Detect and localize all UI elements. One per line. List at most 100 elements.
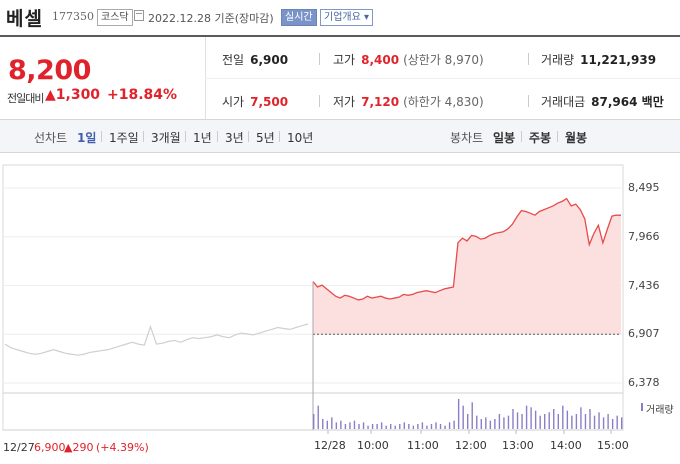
tab-3year[interactable]: 3년 bbox=[225, 131, 244, 145]
volume-bar bbox=[494, 419, 496, 429]
volume-bar bbox=[390, 424, 392, 429]
volume-bar bbox=[534, 410, 537, 429]
company-overview-dropdown[interactable]: 기업개요 ▾ bbox=[320, 9, 373, 26]
calendar-icon bbox=[134, 10, 144, 21]
volume-bar bbox=[489, 420, 492, 429]
tab-separator bbox=[101, 131, 102, 142]
volume-bar bbox=[317, 405, 319, 429]
volume-bar bbox=[353, 420, 356, 429]
volume-bar bbox=[557, 414, 559, 429]
volume-bar bbox=[476, 415, 478, 429]
volume-bar bbox=[335, 422, 338, 429]
volume-bar bbox=[412, 425, 415, 429]
volume-bar bbox=[462, 405, 464, 429]
volume-bar bbox=[575, 414, 578, 429]
volume-bar bbox=[521, 414, 523, 429]
volume-bar bbox=[498, 414, 501, 429]
market-badge: 코스닥 bbox=[97, 9, 133, 26]
tab-monthly[interactable]: 월봉 bbox=[565, 131, 588, 145]
y-tick-label: 7,966 bbox=[628, 229, 660, 243]
realtime-button[interactable]: 실시간 bbox=[281, 9, 317, 26]
line-chart-label: 선차트 bbox=[34, 131, 68, 145]
stat-volume: 거래량 11,221,939 bbox=[541, 51, 656, 68]
stat-separator bbox=[319, 95, 320, 107]
volume-bar bbox=[516, 412, 519, 429]
stat-separator bbox=[319, 53, 320, 65]
x-tick-label: 14:00 bbox=[550, 439, 582, 452]
stat-low-label: 저가 bbox=[333, 95, 356, 109]
volume-bar bbox=[322, 419, 324, 429]
x-tick-label: 12:00 bbox=[455, 439, 487, 452]
volume-bar bbox=[503, 417, 505, 429]
volume-bar bbox=[344, 424, 347, 429]
current-price: 8,200 bbox=[8, 55, 91, 86]
prev-day-close: 6,900 bbox=[34, 441, 66, 454]
volume-bar bbox=[448, 422, 451, 429]
prev-day-percent: (+4.39%) bbox=[96, 441, 149, 454]
tab-separator bbox=[143, 131, 144, 142]
y-tick-label: 6,907 bbox=[628, 327, 660, 341]
volume-bar bbox=[589, 409, 591, 429]
stat-separator bbox=[528, 53, 529, 65]
volume-bar bbox=[480, 419, 482, 429]
tab-10year[interactable]: 10년 bbox=[287, 131, 314, 145]
stat-open: 시가 7,500 bbox=[222, 93, 288, 110]
volume-bar bbox=[616, 415, 618, 429]
stat-lower-limit: (하한가 4,830) bbox=[403, 95, 484, 109]
volume-bar bbox=[580, 407, 582, 429]
y-tick-label: 6,378 bbox=[628, 376, 660, 389]
tab-1day[interactable]: 1일 bbox=[77, 131, 97, 145]
volume-bar bbox=[403, 422, 405, 429]
volume-bar bbox=[417, 424, 419, 429]
candle-chart-label: 봉차트 bbox=[450, 131, 484, 145]
stat-amount-value: 87,964 백만 bbox=[591, 95, 664, 109]
stat-high: 고가 8,400 (상한가 8,970) bbox=[333, 51, 484, 68]
volume-bar bbox=[326, 420, 328, 429]
volume-bar bbox=[467, 414, 469, 429]
volume-bar bbox=[539, 415, 541, 429]
prev-day-line bbox=[4, 323, 309, 356]
volume-bar bbox=[544, 414, 546, 429]
x-tick-label: 12/28 bbox=[314, 439, 346, 452]
volume-bar bbox=[426, 425, 428, 429]
volume-legend-icon bbox=[641, 403, 643, 411]
volume-bar bbox=[371, 424, 374, 429]
stat-amount-label: 거래대금 bbox=[541, 95, 586, 109]
stats-row-divider bbox=[205, 78, 680, 79]
volume-bar bbox=[562, 405, 564, 429]
tab-1year[interactable]: 1년 bbox=[193, 131, 212, 145]
tab-3month[interactable]: 3개월 bbox=[151, 131, 181, 145]
stock-header: 베셀 177350 코스닥 2022.12.28 기준(장마감) 실시간 기업개… bbox=[0, 0, 680, 36]
tab-weekly[interactable]: 주봉 bbox=[529, 131, 552, 145]
volume-bar bbox=[376, 424, 378, 429]
tab-1week[interactable]: 1주일 bbox=[109, 131, 139, 145]
volume-bar bbox=[385, 425, 387, 429]
volume-bar bbox=[331, 417, 333, 429]
volume-bar bbox=[435, 422, 437, 429]
volume-bar bbox=[444, 425, 446, 429]
stat-low: 저가 7,120 (하한가 4,830) bbox=[333, 93, 484, 110]
volume-bar bbox=[457, 399, 460, 429]
tab-daily[interactable]: 일봉 bbox=[493, 131, 516, 145]
volume-bar bbox=[607, 414, 609, 429]
volume-bar bbox=[367, 425, 369, 429]
tab-separator bbox=[217, 131, 218, 142]
change-percent: +18.84% bbox=[107, 87, 178, 103]
volume-bar bbox=[566, 410, 569, 429]
volume-bar bbox=[471, 402, 473, 429]
volume-bar bbox=[507, 415, 510, 429]
volume-bar bbox=[611, 419, 614, 429]
volume-bar bbox=[362, 422, 365, 429]
stat-volume-value: 11,221,939 bbox=[580, 53, 657, 67]
x-tick-label: 15:00 bbox=[597, 439, 629, 452]
tab-separator bbox=[279, 131, 280, 142]
volume-bar bbox=[358, 424, 360, 429]
stat-low-value: 7,120 bbox=[361, 95, 400, 109]
volume-bar bbox=[421, 422, 424, 429]
today-line bbox=[312, 197, 621, 301]
volume-bar bbox=[593, 415, 596, 429]
volume-bar bbox=[584, 414, 587, 429]
tab-5year[interactable]: 5년 bbox=[256, 131, 275, 145]
stat-open-value: 7,500 bbox=[250, 95, 289, 109]
